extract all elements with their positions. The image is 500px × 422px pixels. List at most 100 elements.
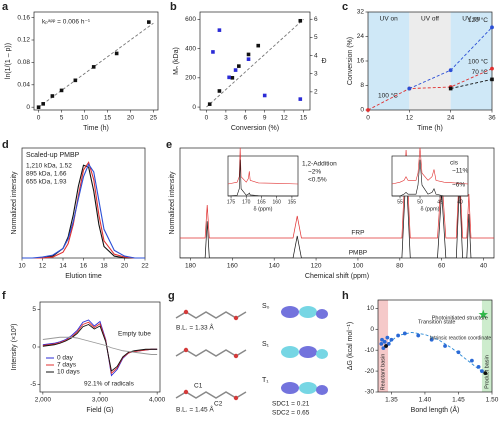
point — [147, 20, 151, 24]
x-tick-label: 45 — [437, 199, 443, 205]
point — [91, 65, 96, 69]
point — [298, 97, 303, 101]
x-axis-label: Bond length (Å) — [411, 405, 460, 414]
x-tick-label: 60 — [438, 263, 446, 270]
x-tick-label: 0 — [205, 115, 209, 122]
plot-frame — [391, 155, 469, 197]
atom — [233, 315, 239, 321]
x-axis-label: δ (ppm) — [254, 206, 273, 212]
point — [416, 333, 421, 338]
region — [450, 12, 492, 110]
y-tick-label: 0.04 — [17, 82, 30, 89]
panel-label: d — [2, 139, 9, 151]
x-tick-label: 160 — [227, 263, 238, 270]
annotation: ~2% — [308, 169, 321, 176]
x-tick-label: 14 — [59, 263, 67, 270]
point — [480, 369, 484, 373]
x-tick-label: 1.45 — [452, 397, 465, 404]
point — [396, 333, 401, 338]
series-label: 100 °C — [468, 57, 488, 65]
y-tick-label: 0 — [360, 107, 364, 114]
y-tick-label: -10 — [365, 347, 375, 354]
series-line — [227, 147, 299, 185]
series-label: Empty tube — [118, 331, 151, 338]
panel-label: f — [2, 290, 6, 302]
y-axis-label: Normalized intensity — [169, 171, 176, 235]
orbital — [281, 306, 328, 395]
x-tick-label: 6 — [243, 115, 247, 122]
atom — [183, 389, 189, 395]
plot-frame — [377, 299, 493, 393]
state-label: T₁ — [262, 377, 269, 384]
atom — [233, 395, 239, 401]
point — [36, 105, 41, 109]
x-axis-label: δ (ppm) — [421, 206, 440, 212]
y-tick-label: 24 — [357, 33, 365, 40]
x-tick-label: 22 — [141, 263, 149, 270]
point — [211, 50, 215, 54]
point — [429, 337, 434, 342]
y-tick-label: 0 — [32, 344, 36, 351]
region — [368, 12, 410, 110]
x-tick-label: 160 — [273, 199, 282, 205]
x-tick-label: 15 — [300, 115, 308, 122]
point — [217, 28, 222, 32]
atom-label: C1 — [194, 383, 203, 390]
legend-entry: 7 days — [57, 362, 77, 369]
series-line — [206, 18, 304, 108]
region-label: UV on — [380, 16, 398, 23]
x-tick-label: 9 — [263, 115, 267, 122]
point — [448, 86, 453, 91]
panel-label: g — [168, 290, 175, 302]
y2-tick-label: 5 — [314, 34, 318, 41]
annotation: ~11% — [452, 168, 469, 175]
x-tick-label: 12 — [39, 263, 47, 270]
atom-label: C2 — [214, 401, 223, 408]
y2-tick-label: 6 — [314, 16, 318, 23]
plot-frame — [199, 11, 311, 111]
annotation: cis — [450, 160, 459, 167]
atom — [183, 309, 189, 315]
x-axis-label: Time (h) — [417, 125, 443, 132]
point — [41, 102, 45, 106]
point — [50, 94, 55, 98]
x-tick-label: 140 — [269, 263, 280, 270]
x-tick-label: 20 — [127, 115, 135, 122]
point — [483, 371, 488, 376]
x-tick-label: 120 — [311, 263, 322, 270]
point — [476, 365, 481, 369]
series-label: FRP — [351, 230, 364, 237]
series-line — [42, 336, 158, 355]
y-tick-label: 10 — [367, 305, 375, 312]
point — [386, 342, 391, 346]
annotation: Transition state — [418, 319, 455, 325]
point — [382, 339, 387, 344]
x-tick-label: 155 — [288, 199, 297, 205]
region-label: UV off — [421, 16, 439, 23]
series-line — [180, 149, 494, 239]
x-tick-label: 50 — [417, 199, 423, 205]
state-label: S₁ — [262, 341, 270, 348]
annotation: 92.1% of radicals — [84, 381, 135, 388]
annotation: Photoinitiated structure — [432, 315, 488, 321]
region — [409, 12, 451, 110]
y-tick-label: 600 — [185, 16, 196, 23]
x-axis-label: Field (G) — [86, 407, 113, 414]
spin-density: SDC1 = 0.21 — [272, 401, 310, 408]
panel-label: c — [342, 1, 348, 13]
x-tick-label: 1.40 — [419, 397, 432, 404]
atom — [183, 347, 189, 353]
point — [114, 51, 119, 56]
y2-tick-label: 3 — [314, 70, 318, 77]
series-line — [38, 22, 154, 108]
x-tick-label: 40 — [480, 263, 488, 270]
y2-axis-label: Đ — [321, 58, 326, 65]
point — [384, 344, 388, 348]
panel-label: b — [170, 1, 177, 13]
inset-background — [228, 156, 298, 196]
y2-tick-label: 2 — [314, 89, 318, 96]
x-tick-label: 18 — [100, 263, 108, 270]
point — [490, 66, 494, 71]
series-line — [22, 163, 145, 259]
